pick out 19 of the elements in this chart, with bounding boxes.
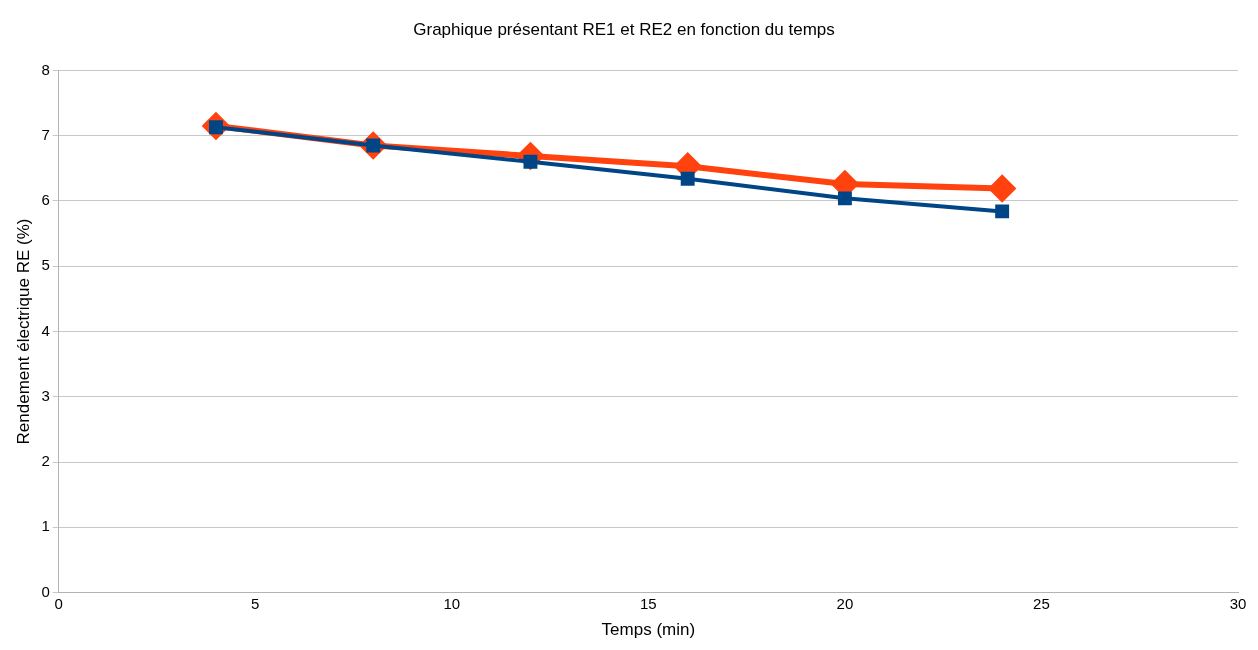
x-tick-label: 10 (443, 594, 461, 612)
y-axis-title: Rendement électrique RE (%) (13, 218, 33, 445)
x-tick-label: 15 (640, 594, 657, 612)
x-tick-label: 0 (54, 594, 63, 612)
x-tick-label: 25 (1033, 594, 1050, 612)
x-axis-title: Temps (min) (601, 620, 696, 640)
y-tick-label: 7 (41, 125, 50, 143)
x-tick-label: 30 (1229, 594, 1247, 612)
y-tick-label: 3 (41, 386, 50, 404)
x-tick-label: 5 (251, 594, 260, 612)
chart-title: Graphique présentant RE1 et RE2 en fonction du temps (413, 19, 835, 39)
y-tick-label: 8 (41, 60, 50, 78)
y-tick-label: 4 (41, 321, 50, 339)
y-tick-label: 5 (41, 256, 50, 274)
y-tick-label: 1 (41, 517, 50, 535)
x-tick-label: 20 (836, 594, 854, 612)
y-tick-label: 2 (41, 452, 50, 470)
y-tick-label: 6 (41, 191, 50, 209)
y-tick-label: 0 (41, 582, 50, 600)
